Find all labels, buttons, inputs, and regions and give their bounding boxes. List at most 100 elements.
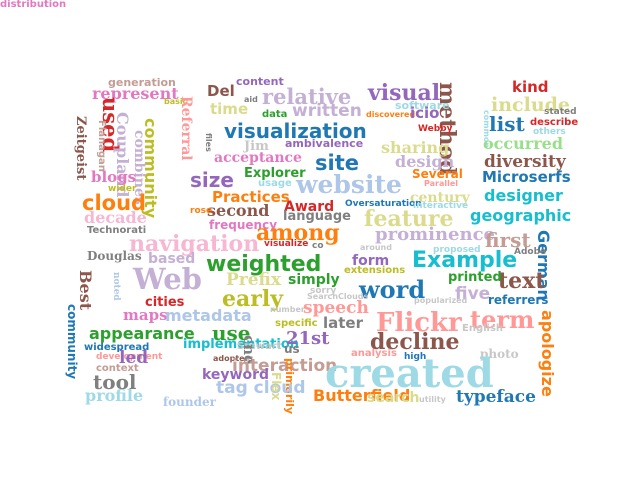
cloud-word: Webby (418, 124, 453, 134)
cloud-word: decade (84, 208, 147, 227)
cloud-word: files (204, 133, 213, 152)
cloud-word: time (210, 100, 249, 118)
cloud-word: proposed (433, 245, 481, 255)
cloud-word: 21st (286, 328, 330, 349)
cloud-word: Prefix (226, 270, 282, 290)
cloud-word: appearance (89, 324, 195, 343)
cloud-word: Stewart (237, 341, 282, 352)
cloud-word: kind (512, 78, 549, 96)
cloud-word: sorry (310, 286, 337, 296)
cloud-word: metadata (165, 306, 252, 325)
cloud-word: printed (448, 270, 502, 285)
cloud-word: simply (288, 272, 340, 288)
cloud-word: acceptance (214, 150, 302, 166)
cloud-word: community (65, 304, 79, 380)
cloud-word: second (207, 201, 270, 220)
cloud-word: us (284, 342, 300, 356)
cloud-word: size (190, 168, 234, 192)
cloud-word: ambivalence (285, 137, 364, 150)
cloud-word: term (470, 305, 535, 334)
cloud-word: Award (284, 199, 335, 215)
cloud-word: Jim (244, 139, 269, 154)
cloud-word: stated (544, 107, 577, 117)
cloud-word: feature (364, 206, 454, 232)
cloud-word: interactive (413, 201, 469, 211)
cloud-word: diversity (484, 152, 566, 172)
cloud-word: site (315, 151, 359, 175)
cloud-word: content (236, 75, 284, 88)
cloud-word: Explorer (244, 166, 306, 181)
cloud-word: speech (303, 298, 369, 318)
cloud-word: describe (530, 117, 579, 128)
cloud-word: Microserfs (482, 168, 571, 186)
cloud-word: weighted (206, 252, 322, 277)
cloud-word: navigation (129, 231, 260, 257)
cloud-word: first (485, 228, 531, 252)
cloud-word: keyword (202, 367, 270, 383)
cloud-word: Oversaturation (345, 199, 422, 209)
cloud-word: designer (484, 186, 563, 205)
cloud-word: Web (133, 262, 202, 296)
cloud-word: Referral (178, 96, 194, 161)
cloud-word: adopters (213, 354, 254, 363)
cloud-word: Several (412, 167, 463, 181)
cloud-word: visualize (264, 239, 309, 249)
cloud-word: referrers (488, 293, 549, 307)
cloud-word: geographic (470, 206, 572, 225)
cloud-word: around (360, 243, 392, 252)
cloud-word: visualization (224, 119, 367, 143)
cloud-word: analysis (351, 348, 397, 359)
cloud-word: relative (262, 84, 352, 109)
cloud-word: interaction (232, 356, 338, 376)
cloud-word: high (404, 352, 427, 362)
cloud-word: generation (108, 76, 176, 89)
cloud-word: context (96, 363, 139, 374)
cloud-word: blogs (91, 168, 137, 186)
cloud-word: Best (76, 270, 95, 311)
cloud-word: software (395, 99, 450, 112)
cloud-word: later (323, 314, 364, 332)
cloud-word: Butterfield (313, 386, 411, 405)
cloud-word: Del (207, 82, 235, 100)
cloud-word: Adobe (514, 247, 547, 257)
cloud-word: aid (244, 95, 258, 104)
cloud-word: Flanagan (96, 120, 107, 172)
cloud-word: noted (111, 272, 121, 301)
cloud-word: implementation (183, 337, 300, 352)
cloud-word: Douglas (87, 249, 142, 263)
cloud-word: led (119, 348, 149, 368)
cloud-word: wider (108, 184, 137, 194)
cloud-word: extensions (344, 265, 406, 276)
cloud-word: discovered (366, 110, 416, 119)
cloud-word: rose (190, 206, 213, 216)
cloud-word: SearchClouds (307, 292, 369, 301)
cloud-word: occurred (483, 134, 564, 153)
cloud-word: cities (145, 295, 185, 310)
cloud-word: usage (258, 178, 292, 189)
cloud-word: language (283, 209, 351, 224)
cloud-word: early (222, 286, 283, 312)
cloud-word: specific (275, 318, 318, 329)
cloud-word: among (256, 220, 340, 246)
cloud-word: founder (163, 395, 216, 409)
cloud-word: word (359, 275, 426, 304)
cloud-word: maps (123, 306, 168, 324)
cloud-word: use (212, 321, 251, 345)
cloud-word: search (367, 390, 420, 406)
cloud-word: Parallel (424, 179, 459, 188)
cloud-word: list (489, 112, 525, 136)
cloud-word: Practices (212, 188, 290, 206)
cloud-word: apologize (538, 310, 557, 397)
cloud-word: English (462, 323, 504, 334)
cloud-word: Example (412, 248, 518, 273)
cloud-word: based (148, 251, 196, 267)
cloud-word: include (491, 94, 571, 116)
cloud-word: widespread (84, 342, 150, 353)
cloud-word: century (410, 190, 470, 206)
cloud-word: number (270, 305, 305, 314)
cloud-word: frequency (209, 218, 278, 232)
cloud-word: represent (92, 84, 179, 103)
cloud-word: cloud (82, 191, 147, 215)
